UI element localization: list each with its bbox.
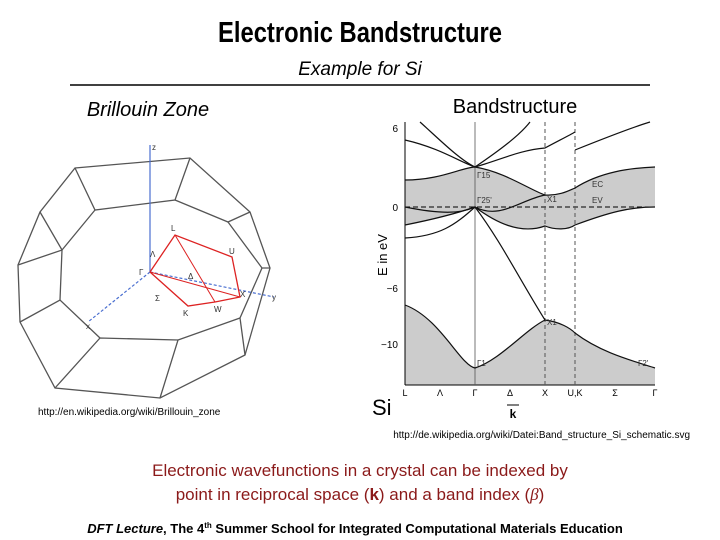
bz-label: z [152,143,156,152]
k-point-label: Δ [507,388,513,398]
material: Si [372,395,392,420]
point-label: Γ15 [477,171,491,180]
bz-label: Γ [139,268,144,277]
bz-label: Δ [188,272,194,281]
footer-part: th [204,521,212,530]
bz-label: W [214,305,222,314]
k-point-label: L [402,388,407,398]
point-label: X1 [547,318,557,327]
point-label: EC [592,180,603,189]
caption-part: k [369,485,379,504]
caption-part: β [529,485,539,504]
bz-label: X [240,290,246,299]
right-source: http://de.wikipedia.org/wiki/Datei:Band_… [393,430,690,441]
point-label: Γ1 [477,359,486,368]
right-heading: Bandstructure [453,96,578,118]
caption-part: point in reciprocal space ( [176,485,370,504]
brillouin-zone: z L Λ Γ Δ U Σ X y K W x [17,143,276,399]
left-source: http://en.wikipedia.org/wiki/Brillouin_z… [38,407,221,418]
caption-part: ) and a band index ( [379,485,531,504]
y-tick-label: −10 [381,340,398,351]
bz-label: x [86,322,90,331]
k-point-label: Γ [473,388,478,398]
y-tick-label: 6 [392,124,398,135]
title: Electronic Bandstructure [218,16,502,49]
k-point-label: X [542,388,548,398]
y-tick-label: −6 [387,284,399,295]
k-point-label: Λ [437,388,443,398]
bz-label: Σ [155,294,160,303]
bz-label: U [229,247,235,256]
k-point-label: U,K [567,388,582,398]
footer-part: DFT Lecture [87,521,163,536]
bz-label: K [183,309,189,318]
footer: DFT Lecture, The 4th Summer School for I… [87,521,623,536]
left-heading: Brillouin Zone [87,99,209,121]
caption-line: point in reciprocal space (k) and a band… [176,485,545,504]
footer-part: Summer School for Integrated Computation… [212,521,623,536]
caption-part: ) [539,485,545,504]
point-label: EV [592,196,603,205]
footer-part: , The 4 [163,521,205,536]
bz-label: y [272,293,276,302]
y-axis-label: E in eV [375,234,390,276]
k-point-label: Σ [612,388,618,398]
point-label: Γ25' [477,196,492,205]
bz-label: L [171,224,176,233]
point-label: X1 [547,195,557,204]
k-point-label: Γ [653,388,658,398]
y-tick-label: 0 [392,203,398,214]
bandstructure: 6 0 −6 −10 E in eV L Λ Γ Δ X U,K Σ Γ Γ15 Γ25' E… [372,121,658,421]
point-label: Γ2' [638,359,649,368]
caption-line: Electronic wavefunctions in a crystal ca… [152,461,568,480]
k-symbol: k [510,407,517,421]
subtitle: Example for Si [298,59,422,80]
bz-label: Λ [150,250,156,259]
